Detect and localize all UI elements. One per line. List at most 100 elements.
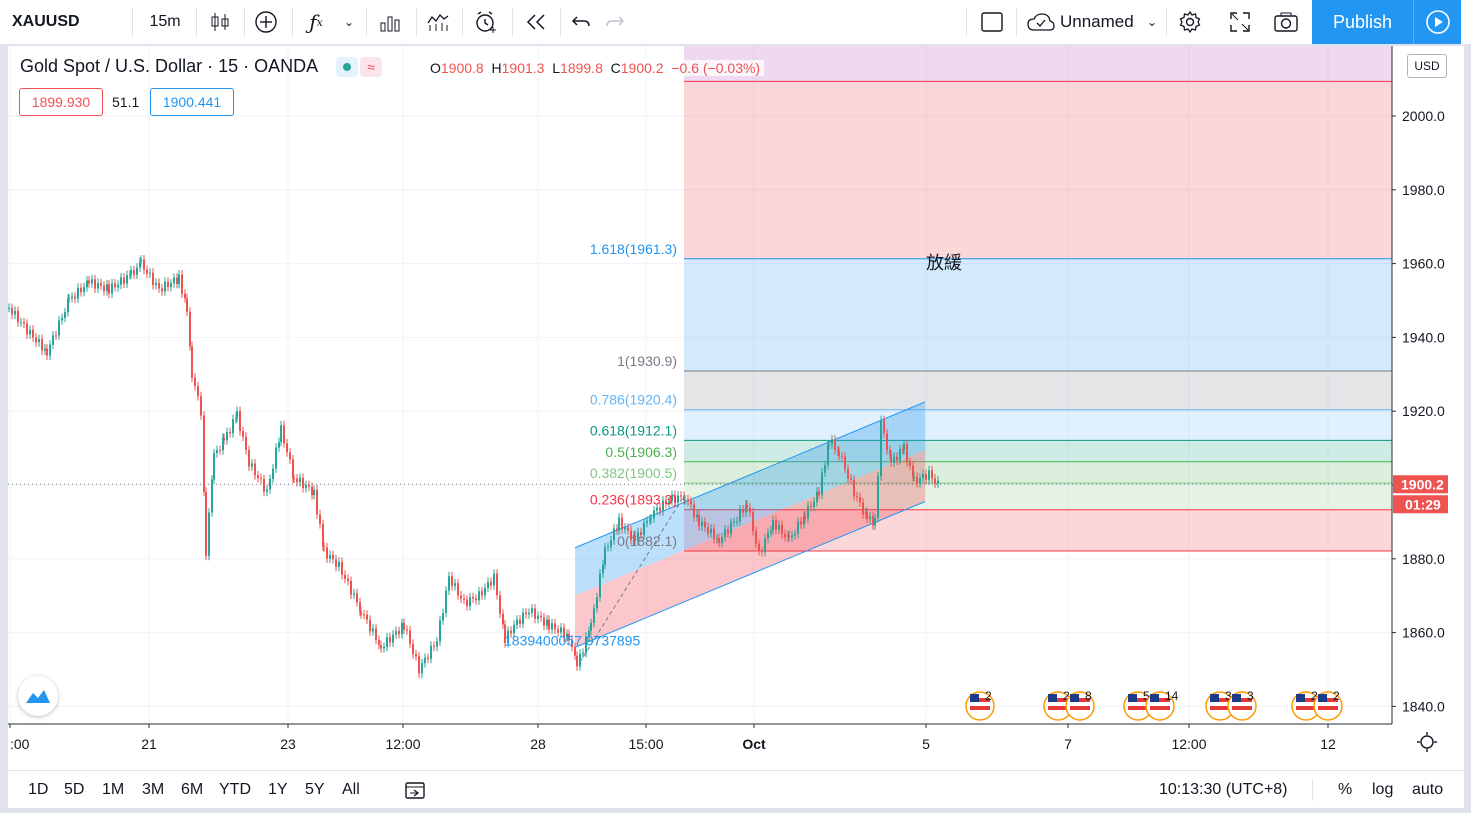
- symbol-title[interactable]: Gold Spot / U.S. Dollar · 15 · OANDA: [20, 56, 319, 76]
- fib-zone-1: [684, 370, 1392, 410]
- candle-body: [922, 474, 924, 479]
- ask-price-box[interactable]: 1900.441: [150, 88, 234, 116]
- candle-body: [704, 521, 706, 528]
- candle-body: [599, 573, 601, 598]
- us-flag-icon-canton: [1128, 694, 1137, 702]
- layout-square-icon[interactable]: [974, 0, 1010, 44]
- candle-body: [687, 499, 689, 502]
- candle-body: [283, 425, 285, 444]
- data-mode-icon[interactable]: ≈: [360, 56, 383, 77]
- range-button-5y[interactable]: 5Y: [305, 781, 325, 798]
- compare-add-icon[interactable]: [248, 0, 284, 44]
- layout-name[interactable]: Unnamed: [1060, 12, 1134, 31]
- gear-icon[interactable]: [1172, 0, 1208, 44]
- range-button-6m[interactable]: 6M: [181, 781, 204, 798]
- price-axis-bg: [1392, 46, 1464, 724]
- candle-body: [427, 657, 429, 659]
- us-flag-icon-stripe: [1232, 698, 1252, 702]
- market-status-icon[interactable]: [336, 56, 359, 77]
- axis-settings-icon-ring: [1420, 735, 1434, 749]
- range-button-1y[interactable]: 1Y: [268, 781, 288, 798]
- candle-body: [610, 540, 612, 547]
- chevron-down-icon[interactable]: ⌄: [1146, 15, 1158, 29]
- candle-body: [302, 477, 304, 489]
- candle-body: [683, 495, 685, 501]
- chevron-down-icon[interactable]: ⌄: [343, 15, 355, 29]
- range-button-1d[interactable]: 1D: [28, 781, 49, 798]
- auto-toggle[interactable]: auto: [1412, 781, 1444, 798]
- candle-body: [761, 551, 763, 553]
- candle-body: [380, 645, 382, 649]
- candle-body: [475, 598, 477, 601]
- redo-icon[interactable]: [600, 0, 630, 44]
- candle-body: [49, 344, 51, 356]
- divider: [560, 8, 561, 36]
- chart-area[interactable]: 1.618(1961.3) 1(1930.9) 0.786(1920.4) 0.618…: [8, 46, 1464, 808]
- play-icon[interactable]: [1413, 0, 1461, 44]
- clock-display[interactable]: 10:13:30 (UTC+8): [1159, 781, 1288, 798]
- candle-body: [299, 477, 301, 483]
- interval-selector[interactable]: 15m: [149, 13, 181, 30]
- candle-body: [640, 532, 642, 536]
- camera-icon[interactable]: [1268, 0, 1304, 44]
- event-count: 3: [1247, 689, 1254, 703]
- range-button-3m[interactable]: 3M: [142, 781, 165, 798]
- candle-body: [874, 517, 876, 526]
- candle-body: [197, 386, 199, 397]
- publish-button[interactable]: Publish: [1312, 0, 1413, 44]
- price-chart[interactable]: 1.618(1961.3) 1(1930.9) 0.786(1920.4) 0.618…: [8, 46, 1464, 770]
- candles-icon[interactable]: [202, 0, 238, 44]
- currency-box[interactable]: USD: [1407, 54, 1447, 78]
- range-button-5d[interactable]: 5D: [64, 781, 85, 798]
- cloud-icon[interactable]: [1024, 0, 1058, 44]
- candle-body: [143, 259, 145, 270]
- divider: [462, 8, 463, 36]
- countdown-label: 01:29: [1405, 496, 1441, 512]
- undo-icon[interactable]: [566, 0, 596, 44]
- symbol-search[interactable]: XAUUSD: [12, 13, 80, 30]
- fullscreen-icon[interactable]: [1222, 0, 1258, 44]
- us-flag-icon-stripe: [1150, 706, 1170, 710]
- candle-body: [752, 512, 754, 532]
- candle-body: [155, 282, 157, 286]
- candle-body: [528, 612, 530, 615]
- candle-body: [588, 630, 590, 637]
- candle-body: [32, 329, 34, 338]
- candle-body: [58, 320, 60, 336]
- price-tick-label: 2000.0: [1402, 108, 1445, 124]
- bid-price-box[interactable]: 1899.930: [19, 88, 103, 116]
- tradingview-logo-icon[interactable]: [18, 676, 58, 716]
- alert-clock-icon[interactable]: [468, 0, 504, 44]
- channel-bottom-line: [574, 501, 926, 648]
- us-flag-icon-canton: [1296, 694, 1305, 702]
- candle-body: [386, 637, 388, 647]
- candle-body: [263, 479, 265, 492]
- bar-replay-icon[interactable]: [518, 0, 554, 44]
- fib-zone-0618: [684, 440, 1392, 462]
- range-button-all[interactable]: All: [342, 781, 360, 798]
- candle-body: [83, 287, 85, 293]
- templates-icon[interactable]: [420, 0, 456, 44]
- candle-body: [627, 527, 629, 531]
- financials-icon[interactable]: [370, 0, 410, 44]
- candle-body: [226, 432, 228, 441]
- range-button-1m[interactable]: 1M: [102, 781, 125, 798]
- us-flag-icon-stripe: [1128, 706, 1148, 710]
- percent-toggle[interactable]: %: [1338, 781, 1353, 798]
- candle-body: [903, 444, 905, 451]
- time-tick-label: 21: [141, 736, 157, 752]
- candle-body: [26, 323, 28, 335]
- candle-body: [925, 474, 927, 480]
- date-range-icon[interactable]: [404, 771, 426, 809]
- candle-body: [91, 279, 93, 284]
- us-flag-icon-stripe: [1210, 698, 1230, 702]
- candle-body: [286, 443, 288, 453]
- candle-body: [350, 580, 352, 595]
- candle-body: [794, 533, 796, 536]
- price-tick-label: 1980.0: [1402, 182, 1445, 198]
- channel-lower-band: [575, 449, 925, 648]
- candle-body: [146, 269, 148, 274]
- range-button-ytd[interactable]: YTD: [219, 781, 251, 798]
- log-toggle[interactable]: log: [1372, 781, 1394, 798]
